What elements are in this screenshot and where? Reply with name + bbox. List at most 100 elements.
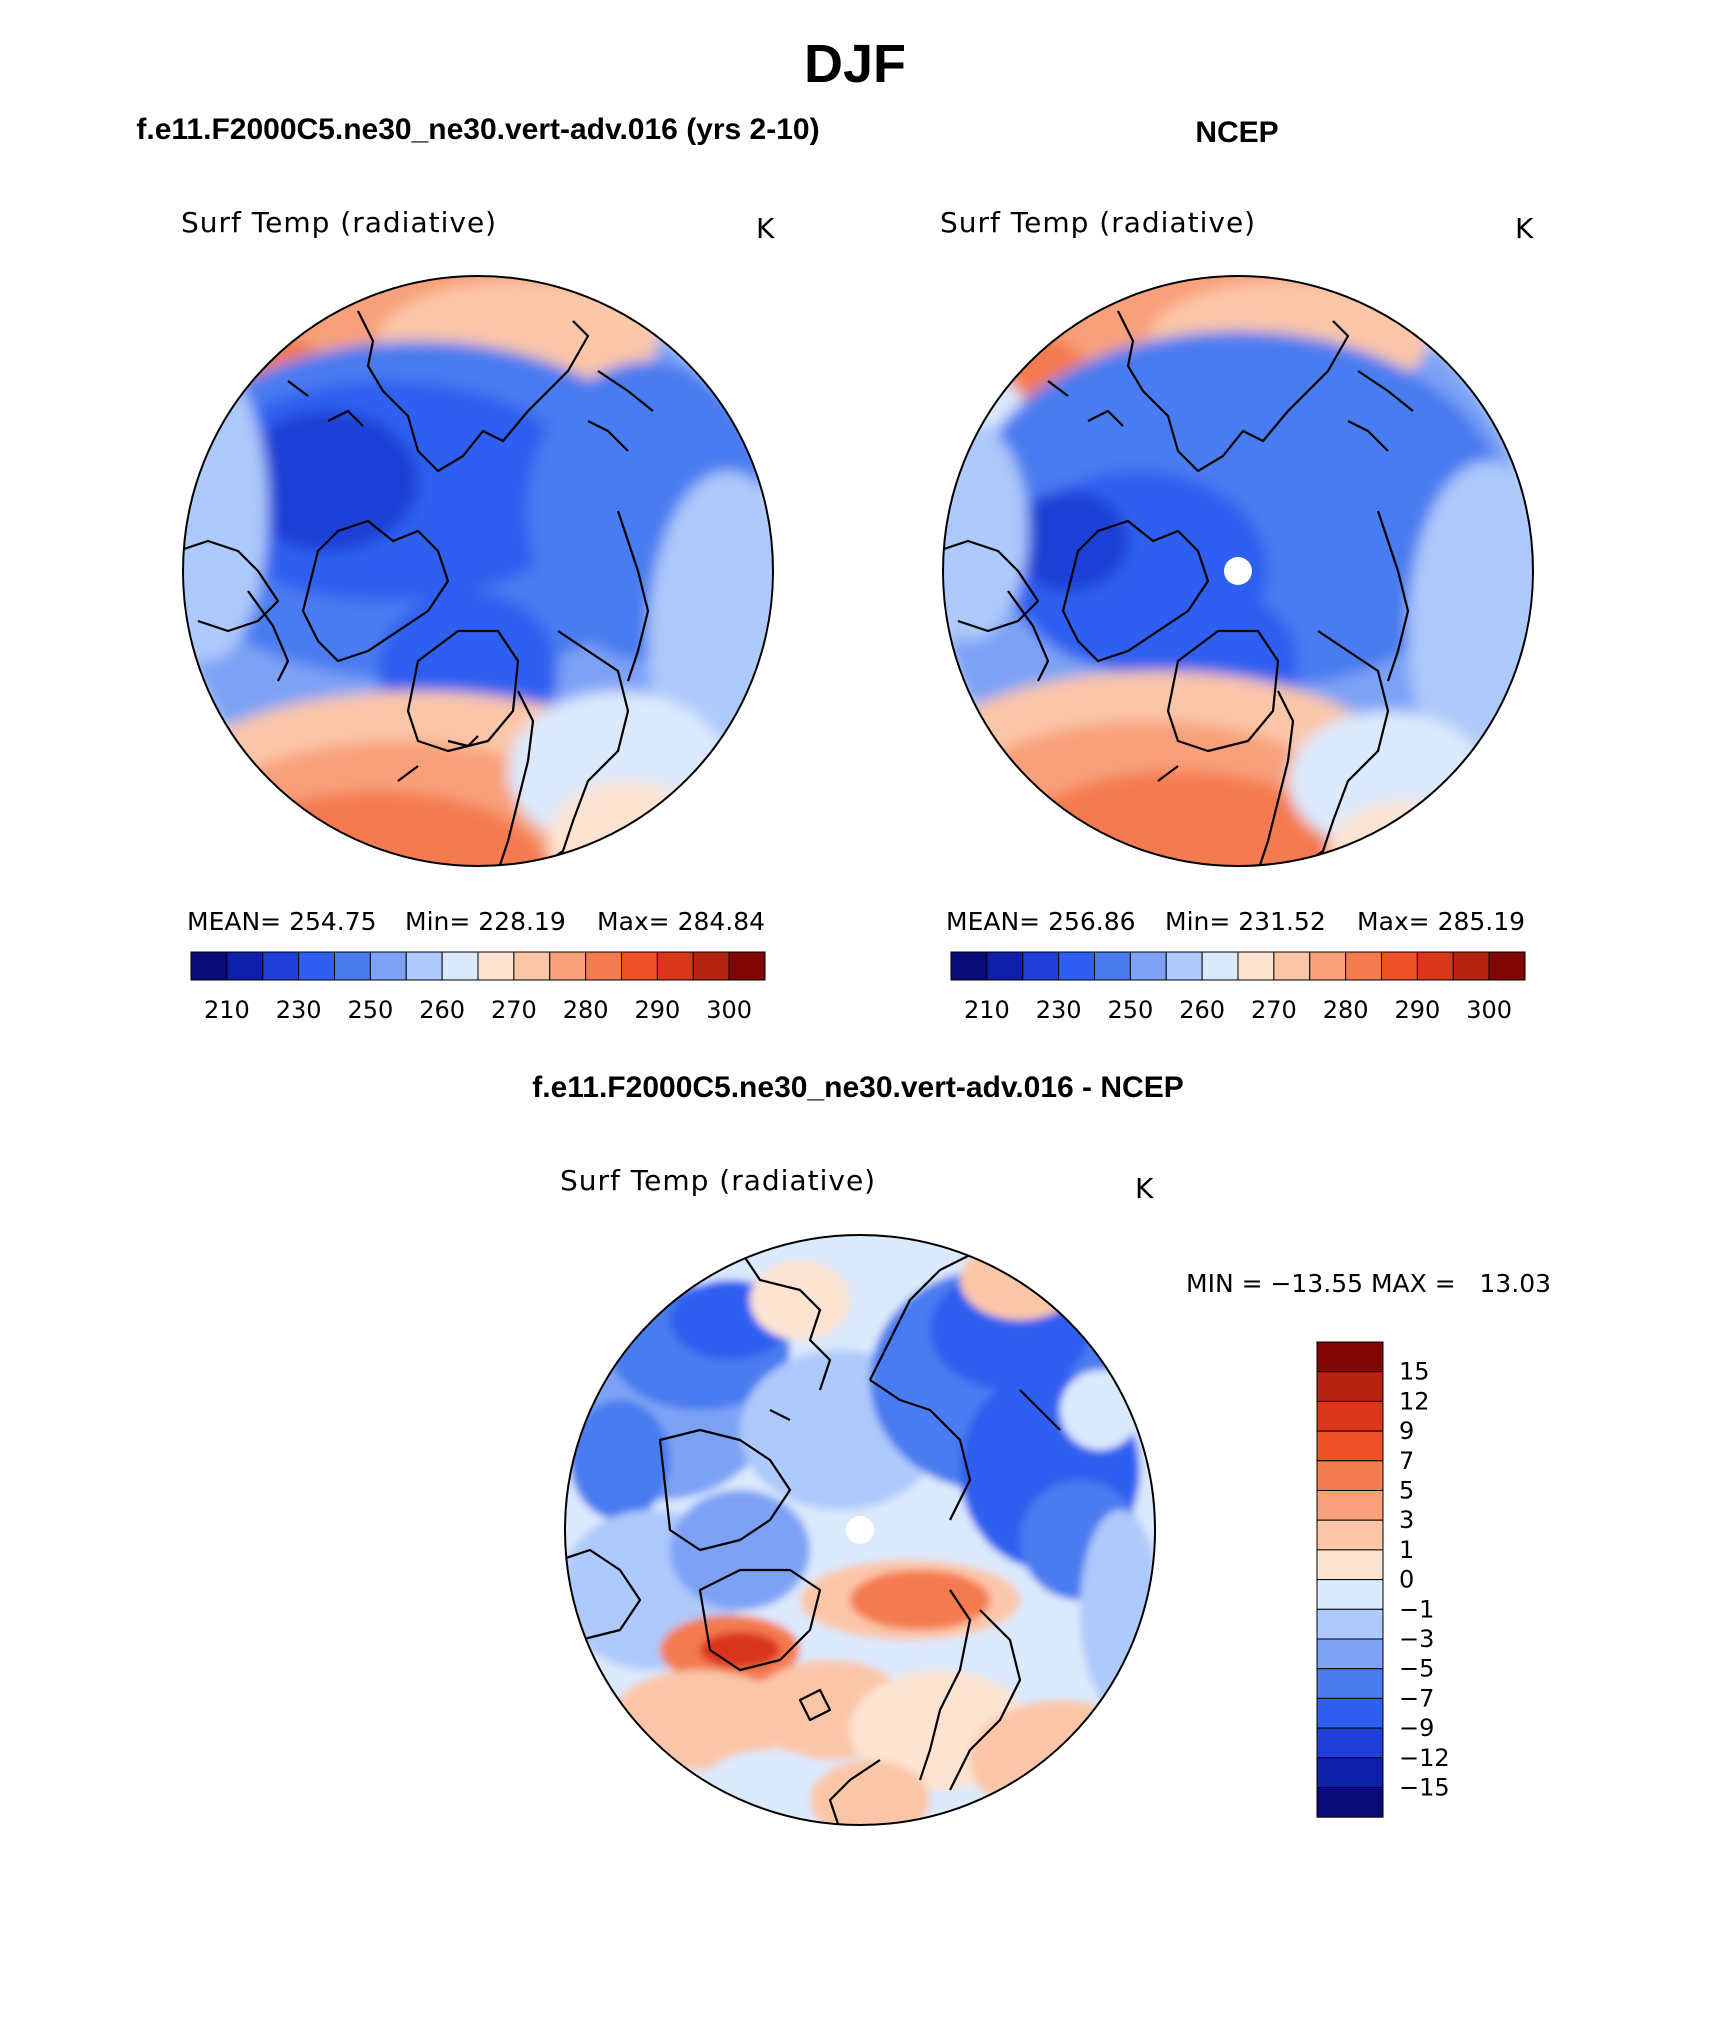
colorbar-swatch [1316, 1341, 1384, 1373]
colorbar-tick-label: −15 [1399, 1774, 1450, 1802]
panel-2-variable-label: Surf Temp (radiative) [940, 206, 1256, 239]
colorbar-swatch [1316, 1757, 1384, 1789]
panel-3-variable-label: Surf Temp (radiative) [560, 1164, 876, 1197]
colorbar-swatch [621, 951, 658, 981]
panel-1-min: Min= 228.19 [405, 907, 566, 936]
colorbar-swatch [1237, 951, 1275, 981]
colorbar-tick-label: 12 [1399, 1387, 1430, 1415]
colorbar-swatch [1201, 951, 1239, 981]
panel-2-units-label: K [1515, 212, 1534, 245]
panel-1-max: Max= 284.84 [597, 907, 765, 936]
colorbar-tick-label: −12 [1399, 1744, 1450, 1772]
colorbar-tick-label: 3 [1399, 1506, 1414, 1534]
colorbar-swatch [585, 951, 622, 981]
colorbar-swatch [513, 951, 551, 981]
colorbar-swatch [190, 951, 228, 981]
colorbar-swatch [1316, 1787, 1384, 1818]
colorbar-ncep: 210 230 250 260 270 280 290 300 [950, 951, 1526, 1024]
colorbar-swatch [950, 951, 988, 981]
colorbar-swatch [1316, 1608, 1384, 1640]
colorbar-swatch [441, 951, 479, 981]
colorbar-model: 210 230 250 260 270 280 290 300 [190, 951, 766, 1024]
colorbar-tick-label: 0 [1399, 1566, 1414, 1594]
colorbar-tick-label: 230 [276, 996, 322, 1024]
colorbar-tick-label: 15 [1399, 1358, 1430, 1386]
colorbar-tick-label: 210 [964, 996, 1010, 1024]
colorbar-swatch [1309, 951, 1347, 981]
colorbar-swatch [1316, 1371, 1384, 1402]
figure-title: DJF [804, 34, 906, 94]
colorbar-swatch [1316, 1400, 1384, 1432]
colorbar-tick-label: 270 [491, 996, 537, 1024]
colorbar-swatch [1452, 951, 1490, 981]
panel-2-min: Min= 231.52 [1165, 907, 1326, 936]
colorbar-tick-label: 290 [1394, 996, 1440, 1024]
colorbar-swatch [1416, 951, 1454, 981]
colorbar-tick-label: 250 [347, 996, 393, 1024]
colorbar-swatch [334, 951, 371, 981]
colorbar-tick-label: 210 [204, 996, 250, 1024]
colorbar-tick-label: −9 [1399, 1714, 1434, 1742]
colorbar-tick-label: −1 [1399, 1595, 1434, 1623]
colorbar-swatch [1381, 951, 1418, 981]
colorbar-swatch [1316, 1460, 1384, 1492]
colorbar-swatch [986, 951, 1024, 981]
panel-model: Surf Temp (radiative) K [181, 206, 775, 1024]
panel-1-mean: MEAN= 254.75 [187, 907, 377, 936]
colorbar-tick-label: −5 [1399, 1655, 1434, 1683]
colorbar-swatch [1316, 1490, 1384, 1521]
colorbar-swatch [1094, 951, 1131, 981]
panel-2-heading: NCEP [1195, 116, 1278, 149]
colorbar-tick-label: 300 [706, 996, 752, 1024]
panel-3-heading: f.e11.F2000C5.ne30_ne30.vert-adv.016 - N… [532, 1071, 1183, 1104]
polar-map-model [182, 275, 774, 867]
colorbar-swatch [1022, 951, 1060, 981]
colorbar-tick-label: 9 [1399, 1417, 1414, 1445]
colorbar-swatch [728, 951, 766, 981]
colorbar-swatch [477, 951, 515, 981]
colorbar-swatch [1316, 1579, 1384, 1610]
panel-1-heading: f.e11.F2000C5.ne30_ne30.vert-adv.016 (yr… [136, 113, 819, 146]
colorbar-swatch [226, 951, 264, 981]
panel-1-variable-label: Surf Temp (radiative) [181, 206, 497, 239]
panel-2-mean: MEAN= 256.86 [946, 907, 1136, 936]
colorbar-swatch [1273, 951, 1311, 981]
colorbar-tick-label: 250 [1107, 996, 1153, 1024]
colorbar-swatch [405, 951, 443, 981]
colorbar-swatch [1316, 1697, 1384, 1729]
colorbar-tick-label: 1 [1399, 1536, 1414, 1564]
colorbar-swatch [1316, 1727, 1384, 1759]
panel-3-minmax: MIN = −13.55 MAX = 13.03 [1186, 1269, 1551, 1298]
colorbar-tick-label: 230 [1036, 996, 1082, 1024]
colorbar-tick-label: 5 [1399, 1477, 1414, 1505]
colorbar-swatch [1316, 1519, 1384, 1551]
colorbar-swatch [549, 951, 587, 981]
colorbar-tick-label: 290 [634, 996, 680, 1024]
colorbar-swatch [298, 951, 335, 981]
panel-difference: Surf Temp (radiative) K MIN = −13.55 MAX… [560, 1164, 1551, 1826]
colorbar-swatch [1058, 951, 1095, 981]
colorbar-swatch [1316, 1668, 1384, 1699]
colorbar-swatch [262, 951, 300, 981]
colorbar-tick-label: 300 [1466, 996, 1512, 1024]
panel-3-units-label: K [1135, 1172, 1154, 1205]
panel-1-units-label: K [756, 212, 775, 245]
panel-ncep: Surf Temp (radiative) K [940, 206, 1534, 1024]
colorbar-swatch [1316, 1638, 1384, 1670]
colorbar-swatch [369, 951, 407, 981]
polar-map-difference [564, 1234, 1156, 1826]
colorbar-swatch [656, 951, 694, 981]
colorbar-tick-label: 280 [563, 996, 609, 1024]
colorbar-tick-label: 280 [1323, 996, 1369, 1024]
colorbar-tick-label: 270 [1251, 996, 1297, 1024]
colorbar-swatch [1345, 951, 1382, 981]
colorbar-tick-label: 260 [1179, 996, 1225, 1024]
colorbar-swatch [1165, 951, 1203, 981]
colorbar-tick-label: −7 [1399, 1684, 1434, 1712]
colorbar-tick-label: 7 [1399, 1447, 1414, 1475]
pole-hole [846, 1516, 874, 1544]
colorbar-tick-label: −3 [1399, 1625, 1434, 1653]
pole-hole [1224, 557, 1252, 585]
colorbar-swatch [1316, 1549, 1384, 1581]
